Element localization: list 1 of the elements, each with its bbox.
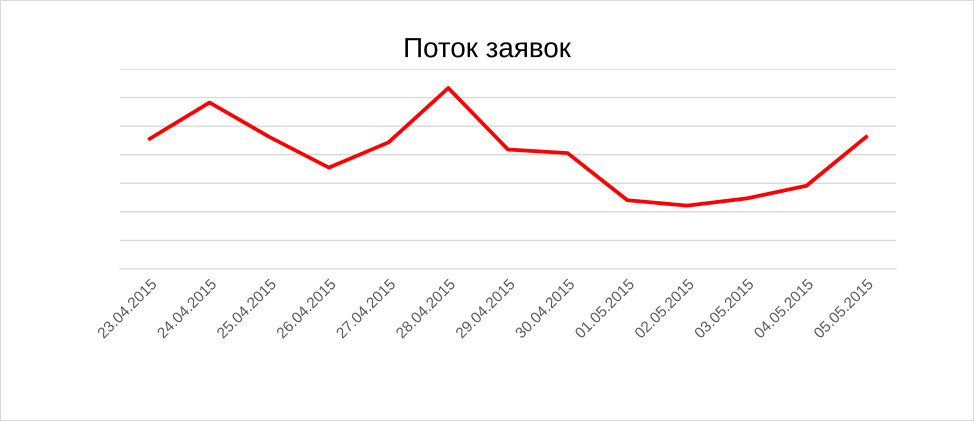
chart-title: Поток заявок (405, 38, 572, 58)
